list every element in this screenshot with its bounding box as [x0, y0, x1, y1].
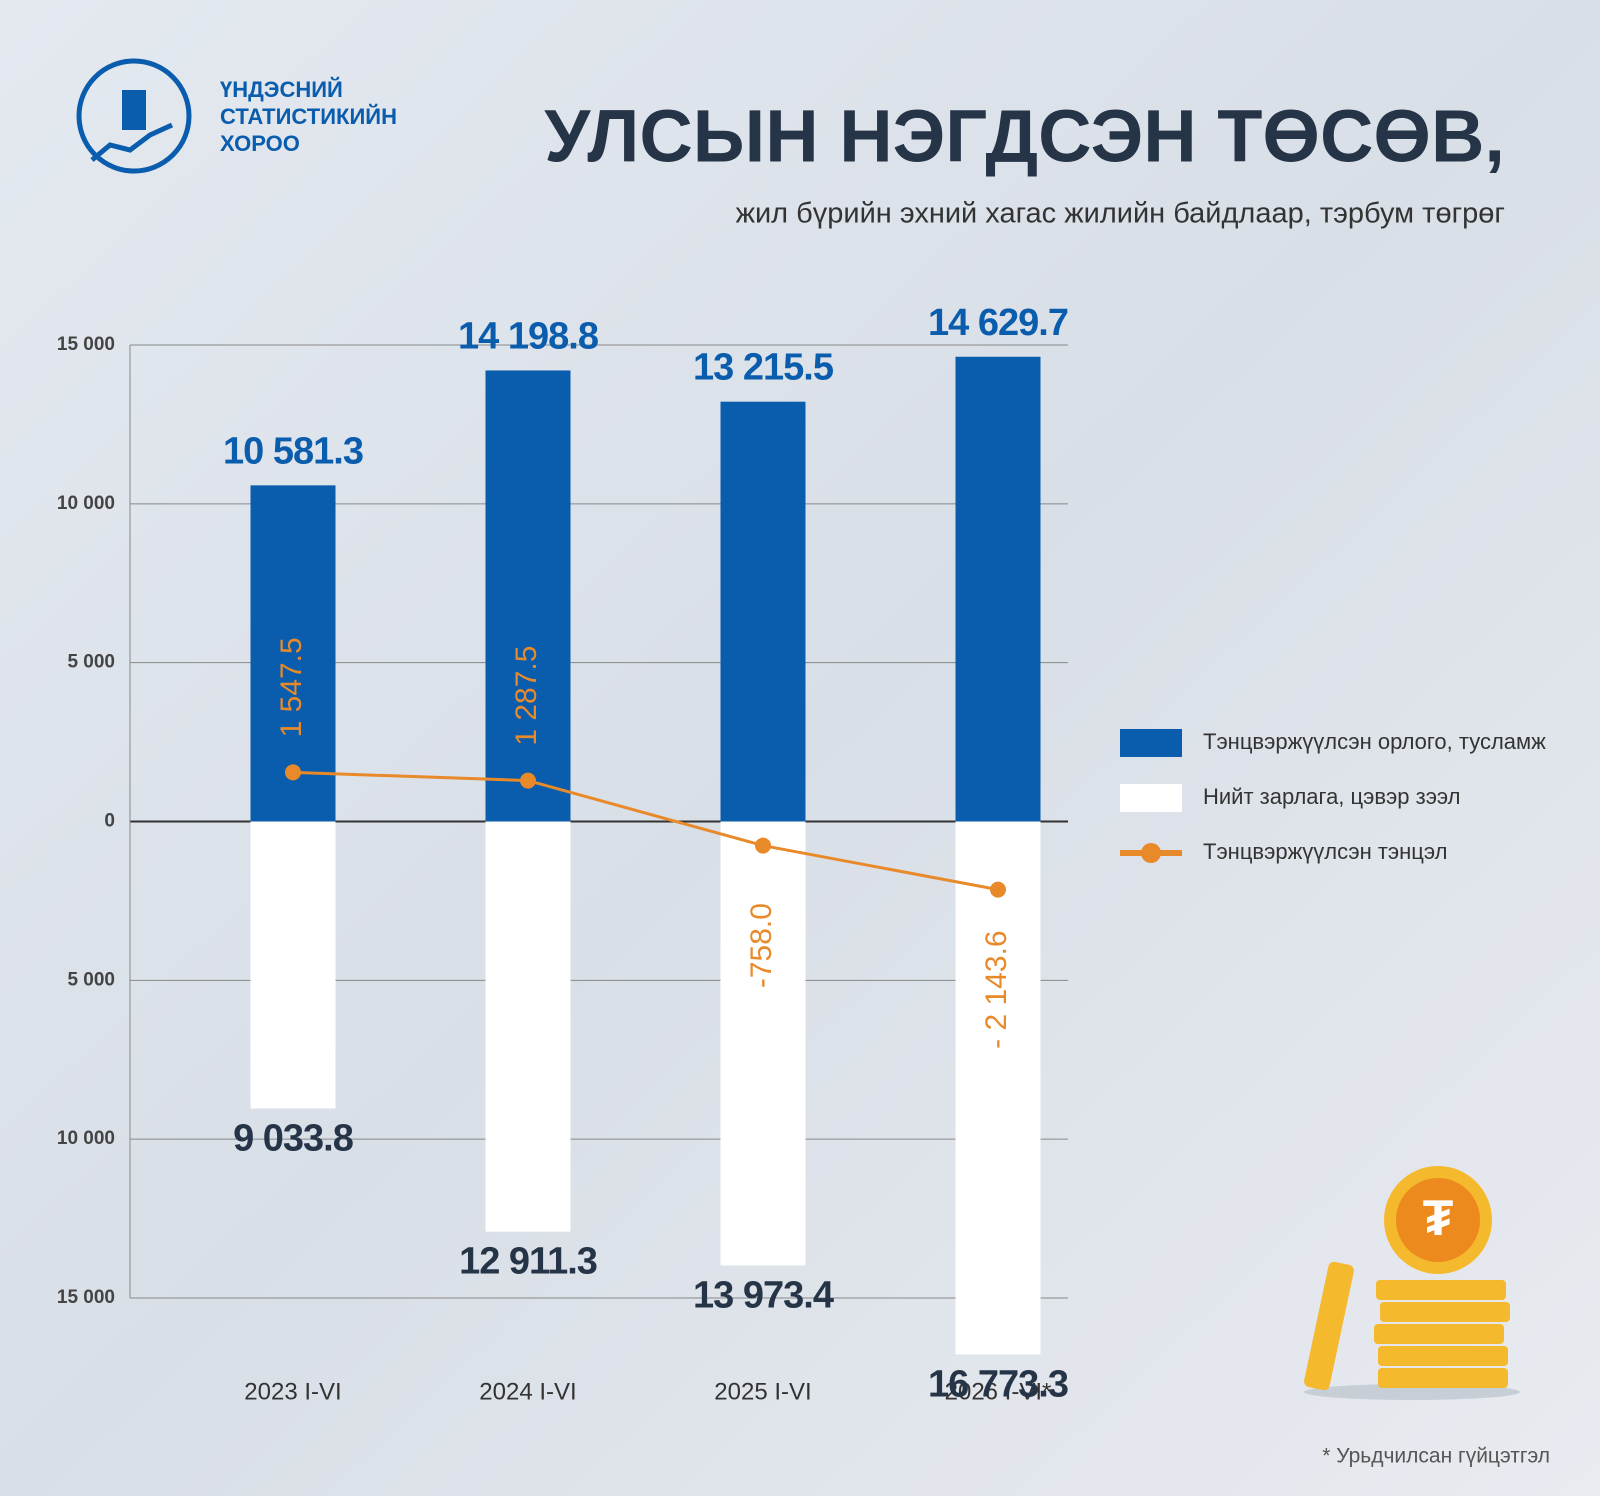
y-tick-label: 0 [104, 811, 115, 832]
balance-point [520, 772, 536, 789]
coin-icon: ₮ [1304, 1166, 1520, 1400]
footnote: * Урьдчилсан гүйцэтгэл [1322, 1445, 1550, 1468]
bar [485, 821, 571, 1232]
legend-label: Тэнцвэржүүлсэн тэнцэл [1203, 839, 1447, 864]
bar [485, 370, 571, 822]
chart-subtitle: жил бүрийн эхний хагас жилийн байдлаар, … [736, 198, 1505, 230]
balance-label: 1 287.5 [510, 646, 543, 746]
svg-text:₮: ₮ [1423, 1190, 1454, 1246]
chart-title: УЛСЫН НЭГДСЭН ТӨСӨВ, [544, 95, 1505, 178]
y-tick-label: 5 000 [67, 969, 115, 990]
balance-label: -758.0 [745, 903, 778, 988]
legend-label: Тэнцвэржүүлсэн орлого, тусламж [1203, 729, 1546, 754]
y-tick-label: 10 000 [57, 1128, 115, 1149]
data-label: 14 629.7 [928, 302, 1068, 344]
bar [955, 821, 1041, 1355]
x-tick-label: 2026 I-VI* [945, 1378, 1052, 1405]
legend-label: Нийт зарлага, цэвэр зээл [1203, 784, 1461, 809]
legend-swatch [1120, 784, 1182, 812]
logo-text: ХОРОО [220, 131, 300, 156]
balance-label: - 2 143.6 [980, 930, 1013, 1048]
data-label: 13 973.4 [693, 1274, 834, 1316]
bar [720, 401, 806, 822]
legend-swatch [1141, 843, 1161, 863]
balance-line [292, 770, 999, 892]
y-tick-label: 15 000 [57, 334, 115, 355]
data-label: 13 215.5 [693, 347, 834, 389]
bar [955, 356, 1041, 822]
x-tick-label: 2023 I-VI [244, 1378, 341, 1405]
balance-point [755, 837, 771, 854]
data-label: 12 911.3 [459, 1241, 597, 1283]
y-tick-label: 5 000 [67, 652, 115, 673]
data-label: 16 773.3 [928, 1363, 1068, 1405]
balance-point [990, 881, 1006, 898]
balance-label: 1 547.5 [275, 637, 308, 737]
data-label: 9 033.8 [233, 1118, 353, 1160]
balance-point [285, 764, 301, 781]
y-tick-label: 10 000 [57, 493, 115, 514]
y-tick-label: 15 000 [57, 1287, 115, 1308]
data-label: 14 198.8 [458, 315, 598, 357]
logo-text: СТАТИСТИКИЙН [220, 104, 397, 129]
logo: ҮНДЭСНИЙ СТАТИСТИКИЙН ХОРОО [76, 58, 397, 174]
bar [250, 821, 336, 1109]
legend-swatch [1120, 729, 1182, 757]
bar [720, 821, 806, 1266]
x-tick-label: 2024 I-VI [479, 1378, 576, 1405]
logo-text: ҮНДЭСНИЙ [220, 77, 343, 102]
x-tick-label: 2025 I-VI [714, 1378, 811, 1405]
data-label: 10 581.3 [223, 430, 363, 472]
